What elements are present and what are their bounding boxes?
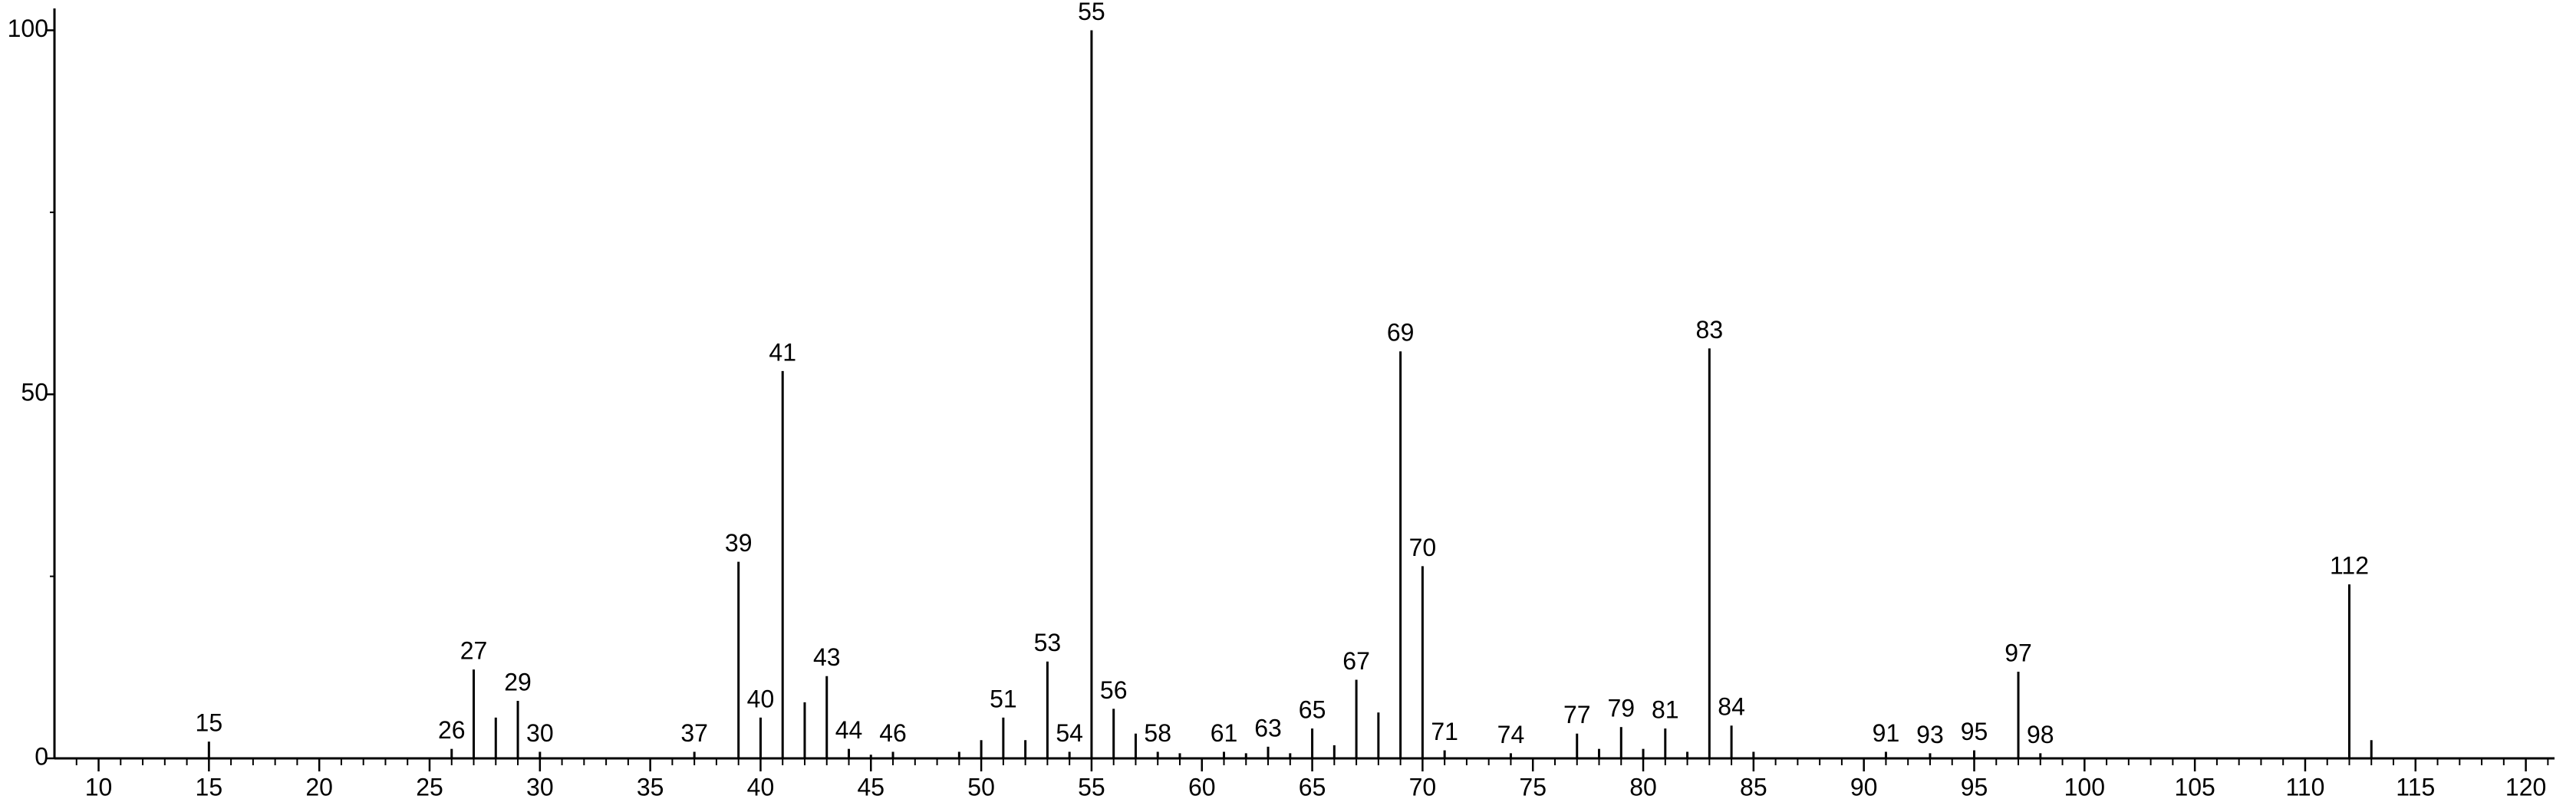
peak-label: 79 [1607,695,1635,722]
peak-label: 71 [1431,718,1458,745]
peak-label: 15 [196,709,223,737]
peak-label: 44 [835,716,863,744]
x-tick-label: 95 [1961,773,1988,799]
x-tick-label: 35 [637,773,664,799]
peak-label: 46 [879,719,907,747]
y-tick-label: 0 [35,742,48,770]
x-tick-label: 55 [1078,773,1105,799]
peak-label: 56 [1100,676,1128,704]
x-tick-label: 75 [1519,773,1547,799]
peak-label: 97 [2004,639,2032,666]
x-tick-label: 80 [1629,773,1657,799]
peak-label: 74 [1497,721,1525,748]
peak-label: 26 [438,716,466,744]
x-tick-label: 45 [857,773,884,799]
x-tick-label: 115 [2396,773,2435,799]
peak-label: 39 [725,529,753,557]
x-tick-label: 70 [1409,773,1437,799]
peak-label: 58 [1144,719,1171,747]
peak-label: 81 [1652,696,1679,724]
x-tick-label: 40 [747,773,775,799]
x-tick-label: 100 [2064,773,2105,799]
peak-label: 95 [1961,718,1988,745]
peak-label: 93 [1916,721,1944,748]
x-tick-label: 90 [1850,773,1878,799]
peak-label: 69 [1387,319,1415,347]
peak-label: 67 [1342,647,1370,675]
peak-label: 54 [1056,719,1083,747]
peak-label: 77 [1563,701,1591,728]
x-tick-label: 105 [2174,773,2215,799]
peak-label: 91 [1873,719,1900,747]
x-tick-label: 65 [1299,773,1326,799]
x-tick-label: 15 [196,773,223,799]
peak-label: 29 [504,668,532,695]
peak-label: 61 [1211,719,1238,747]
peak-label: 98 [2027,721,2054,748]
peak-label: 70 [1409,534,1437,561]
peak-label: 65 [1299,696,1326,724]
peak-label: 51 [990,685,1017,712]
peak-label: 83 [1696,316,1724,344]
x-tick-label: 85 [1740,773,1767,799]
x-tick-label: 110 [2285,773,2324,799]
peak-label: 53 [1034,629,1062,656]
x-tick-label: 10 [85,773,113,799]
peak-label: 41 [769,338,796,366]
x-tick-label: 30 [526,773,554,799]
peak-label: 84 [1718,693,1745,721]
peak-label: 112 [2330,552,2369,580]
peak-label: 55 [1078,0,1105,25]
peak-label: 27 [460,637,488,665]
peak-label: 63 [1254,714,1282,741]
x-tick-label: 120 [2505,773,2546,799]
peak-label: 43 [813,643,841,671]
peak-label: 37 [680,719,708,747]
y-tick-label: 50 [21,379,48,406]
peak-label: 40 [747,685,775,712]
peak-label: 30 [526,719,554,747]
x-tick-label: 50 [967,773,995,799]
x-tick-label: 60 [1188,773,1216,799]
x-tick-label: 25 [416,773,443,799]
y-tick-label: 100 [8,15,48,42]
x-tick-label: 20 [305,773,333,799]
